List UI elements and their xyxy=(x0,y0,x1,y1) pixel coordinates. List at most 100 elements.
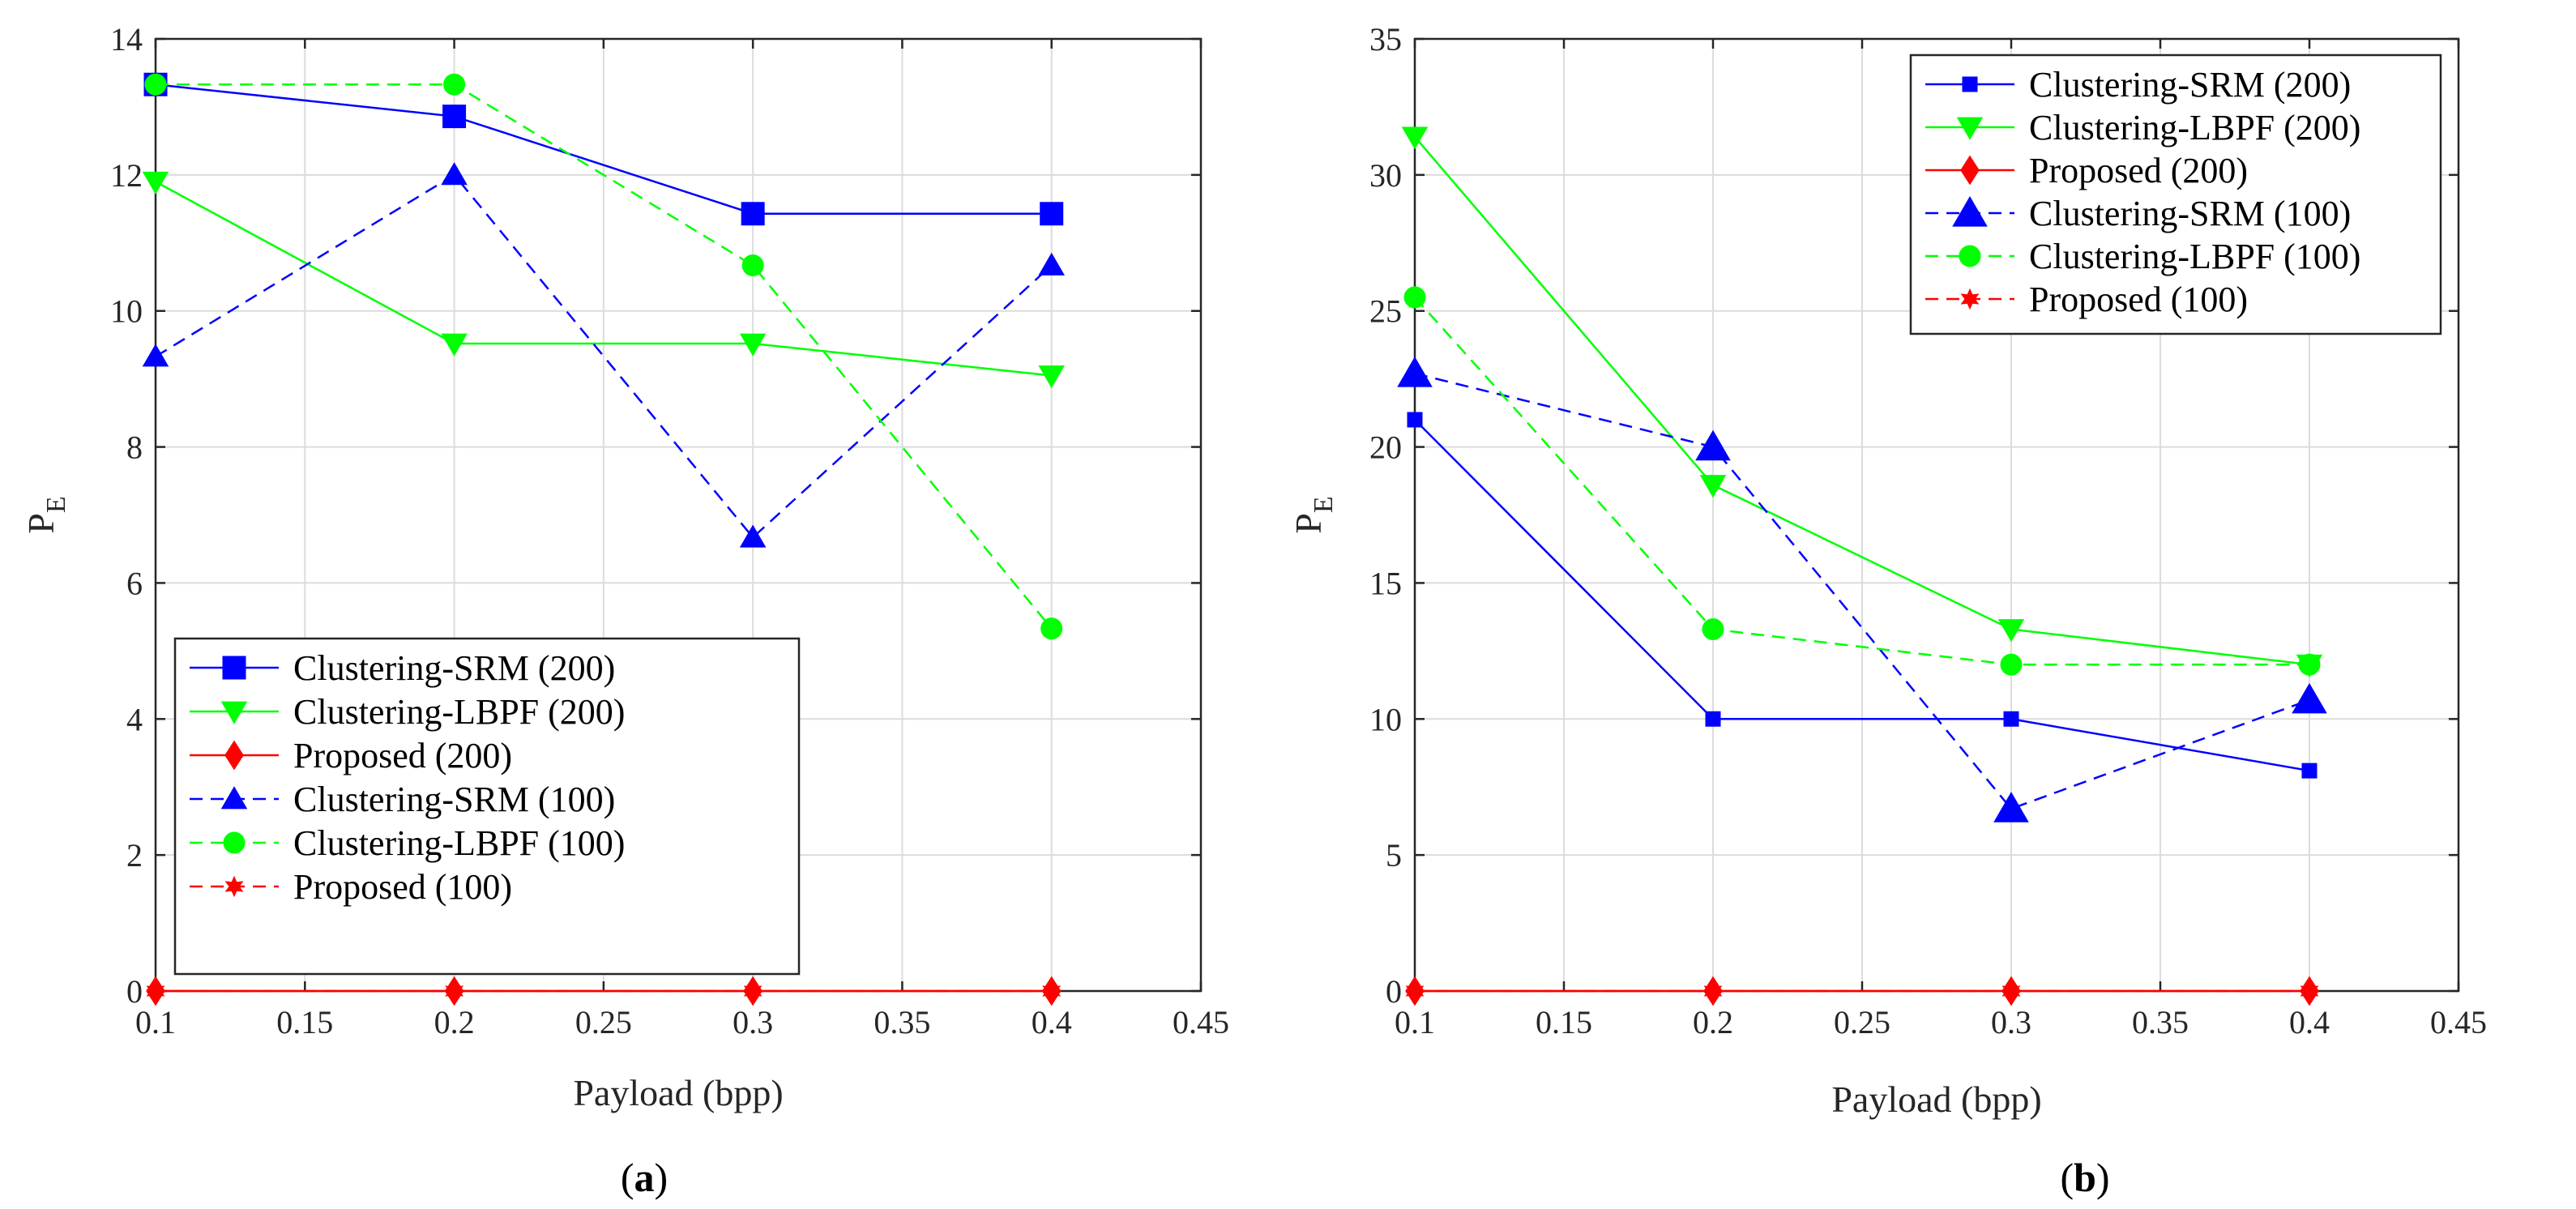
x-tick-label: 0.45 xyxy=(2430,1004,2487,1040)
legend-item: Clustering-LBPF (100) xyxy=(1925,237,2360,276)
y-tick-label: 35 xyxy=(1369,21,1402,58)
legend-item: Proposed (100) xyxy=(1925,280,2248,319)
data-point xyxy=(1702,618,1724,640)
y-tick-label: 10 xyxy=(1369,701,1402,737)
data-point xyxy=(2301,763,2318,779)
legend-item: Clustering-SRM (100) xyxy=(1925,194,2351,233)
series-line xyxy=(1414,372,2310,810)
data-point xyxy=(441,162,468,186)
data-point xyxy=(1042,980,1062,1002)
y-tick-label: 20 xyxy=(1369,429,1402,466)
y-axis-label-main: P xyxy=(20,513,62,534)
legend-marker xyxy=(222,656,246,680)
data-point xyxy=(2001,980,2021,1002)
legend-label: Clustering-LBPF (100) xyxy=(293,823,625,863)
data-point xyxy=(142,171,169,194)
x-tick-label: 0.25 xyxy=(575,1004,632,1040)
y-axis-label-sub: E xyxy=(1309,496,1339,513)
data-point xyxy=(1397,356,1433,387)
legend-marker xyxy=(220,786,248,810)
y-tick-label: 4 xyxy=(126,701,143,737)
data-point xyxy=(741,254,764,276)
legend-label: Clustering-SRM (100) xyxy=(2029,194,2351,233)
chart-a: 0.1 0.15 0.2 0.25 0.3 0.35 0.4 0.45 0 2 4 6 8 10 12 14 P… xyxy=(20,21,1229,1200)
legend-item: Clustering-LBPF (200) xyxy=(190,692,625,732)
panel-letter: a xyxy=(634,1155,655,1200)
legend-label: Proposed (100) xyxy=(293,867,512,907)
data-point xyxy=(1997,619,2025,643)
data-point xyxy=(2000,653,2023,676)
panel-label: (b) xyxy=(2060,1155,2109,1200)
legend-label: Proposed (100) xyxy=(2029,280,2248,319)
legend-label: Clustering-SRM (200) xyxy=(2029,65,2351,105)
y-tick-label: 2 xyxy=(126,837,143,874)
y-tick-label: 0 xyxy=(1386,973,1402,1010)
x-tick-label: 0.4 xyxy=(2289,1004,2330,1040)
data-point xyxy=(443,73,466,96)
panel-letter: b xyxy=(2074,1155,2096,1200)
x-tick-label: 0.3 xyxy=(1991,1004,2031,1040)
series-clustering-lbpf-200 xyxy=(142,171,1065,389)
data-point xyxy=(2298,653,2321,676)
series-clustering-srm-100 xyxy=(142,162,1065,548)
legend-label: Proposed (200) xyxy=(293,736,512,775)
series-line xyxy=(155,181,1052,377)
y-tick-label: 15 xyxy=(1369,565,1402,601)
x-tick-label: 0.15 xyxy=(1536,1004,1592,1040)
y-axis-label: PE xyxy=(1288,496,1339,533)
legend-item: Clustering-SRM (200) xyxy=(1925,65,2351,105)
legend-marker xyxy=(1956,117,1984,140)
legend-marker xyxy=(224,875,244,898)
x-tick-label: 0.45 xyxy=(1173,1004,1229,1040)
legend-item: Clustering-SRM (200) xyxy=(190,648,615,688)
data-point xyxy=(2292,682,2327,714)
legend-box xyxy=(1909,53,2442,335)
data-point xyxy=(1040,617,1063,640)
y-tick-label: 6 xyxy=(126,565,143,601)
legend-item: Clustering-LBPF (200) xyxy=(1925,108,2360,147)
legend-item: Clustering-SRM (100) xyxy=(190,780,615,819)
series-line xyxy=(155,173,1053,540)
x-tick-label: 0.1 xyxy=(1395,1004,1435,1040)
x-tick-label: 0.4 xyxy=(1032,1004,1072,1040)
data-point xyxy=(1993,792,2029,822)
y-axis-label: PE xyxy=(20,496,71,533)
data-point xyxy=(441,333,468,357)
legend-marker xyxy=(1960,155,1980,186)
data-point xyxy=(1405,980,1425,1002)
data-point xyxy=(1695,429,1731,461)
data-point xyxy=(1403,286,1426,309)
series-line xyxy=(1414,136,2310,666)
legend-label: Clustering-SRM (200) xyxy=(293,648,615,688)
data-point xyxy=(1040,202,1064,226)
data-point xyxy=(442,105,467,129)
y-tick-label: 14 xyxy=(110,21,143,58)
data-point xyxy=(1401,126,1429,150)
y-tick-label: 12 xyxy=(110,157,143,194)
series-line xyxy=(156,83,1053,630)
y-tick-label: 10 xyxy=(110,293,143,330)
x-tick-label: 0.1 xyxy=(135,1004,176,1040)
data-point xyxy=(2003,711,2019,727)
series-line xyxy=(155,83,1052,215)
y-tick-label: 30 xyxy=(1369,157,1402,194)
panel-label: (a) xyxy=(621,1155,668,1200)
legend-label: Proposed (200) xyxy=(2029,151,2248,190)
data-point xyxy=(1699,475,1727,498)
data-point xyxy=(146,980,165,1002)
legend-label: Clustering-LBPF (100) xyxy=(2029,237,2360,276)
series-line xyxy=(1414,419,2310,772)
legend-marker xyxy=(220,701,248,724)
data-point xyxy=(741,202,765,226)
data-point xyxy=(2300,980,2319,1002)
legend-label: Clustering-LBPF (200) xyxy=(2029,108,2360,147)
y-tick-label: 0 xyxy=(126,973,143,1010)
series-clustering-srm-200 xyxy=(1407,412,2318,779)
legend-item: Clustering-LBPF (100) xyxy=(190,823,625,863)
x-tick-label: 0.15 xyxy=(276,1004,333,1040)
y-tick-label: 25 xyxy=(1369,293,1402,330)
series-clustering-lbpf-100 xyxy=(1403,286,2321,676)
x-tick-label: 0.35 xyxy=(2132,1004,2189,1040)
data-point xyxy=(144,73,167,96)
data-point xyxy=(445,980,464,1002)
